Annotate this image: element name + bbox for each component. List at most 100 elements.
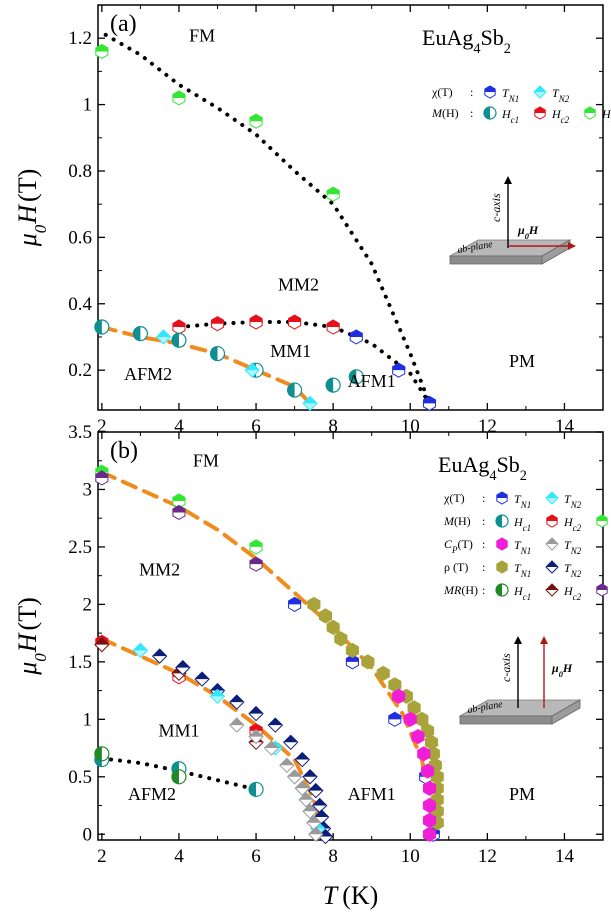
plot-frame	[97, 431, 604, 841]
x-tick-label: 10	[401, 846, 420, 867]
field-label: μ0H	[517, 223, 539, 241]
legend-entry-label: TN1	[502, 86, 519, 104]
data-point-diamond-gray	[229, 717, 245, 733]
legend-entry-label: TN1	[514, 492, 531, 510]
x-tick-label: 8	[328, 416, 338, 437]
x-tick-label: 2	[97, 416, 107, 437]
data-point-hex-magenta	[392, 688, 406, 704]
data-point-diamond-gray	[302, 803, 318, 819]
data-point-hex-red	[249, 314, 263, 330]
legend-method: CP(T)	[444, 537, 473, 555]
data-point-hex-magenta	[411, 728, 425, 745]
data-point-circle-darkgreen	[171, 769, 187, 785]
data-point-hex-red	[172, 319, 186, 335]
data-point-hex-olive	[407, 700, 421, 716]
legend-entry-label: Hc1	[501, 107, 519, 125]
orange-dashed-guide	[99, 636, 324, 837]
region-label: PM	[509, 784, 535, 804]
data-point-hex-green	[249, 113, 263, 129]
data-point-hex-red	[210, 316, 225, 332]
legend-marker-hex-green	[596, 514, 608, 528]
y-tick-label: 1.2	[68, 28, 92, 49]
y-axis-label: μ0H(T)	[13, 597, 50, 676]
y-tick-label: 0.2	[68, 360, 92, 381]
legend-colon: :	[482, 491, 485, 505]
data-point-diamond-navy	[267, 717, 284, 733]
data-point-hex-olive	[361, 654, 375, 670]
legend-marker-hex-olive	[496, 560, 508, 574]
data-point-diamond-cyan	[244, 362, 260, 378]
legend-entry-label: Hc2	[563, 515, 582, 533]
data-point-diamond-cyan	[302, 395, 318, 412]
y-tick-label: 0.8	[68, 161, 92, 182]
legend-method: χ(T)	[431, 85, 453, 99]
y-tick-label: 1	[83, 709, 93, 730]
orange-dashed-guide	[99, 470, 436, 837]
x-tick-label: 4	[174, 846, 184, 867]
data-point-diamond-gray	[248, 728, 264, 745]
data-point-diamond-cyan	[155, 329, 172, 345]
data-point-hex-purple	[172, 504, 186, 521]
data-point-hex-olive	[334, 631, 348, 647]
black-dotted-guide	[103, 32, 432, 406]
region-label: MM1	[158, 721, 199, 741]
x-tick-label: 6	[251, 846, 261, 867]
ab-plane-slab-side	[551, 699, 581, 725]
y-tick-label: 0.5	[68, 767, 92, 788]
region-label: MM1	[270, 341, 311, 361]
y-tick-label: 1	[83, 95, 93, 116]
data-point-diamond-gray	[286, 769, 303, 785]
region-label: AFM1	[348, 784, 396, 804]
y-tick-label: 3	[83, 479, 93, 500]
y-tick-label: 1.5	[68, 652, 92, 673]
region-label: AFM1	[348, 371, 396, 391]
legend-entry-label: TN2	[552, 86, 570, 104]
region-label: AFM2	[128, 784, 176, 804]
data-point-diamond-navy	[294, 751, 311, 768]
region-label: FM	[193, 450, 219, 470]
data-point-circle-teal	[171, 332, 187, 348]
y-axis-label: μ0H(T)	[13, 169, 50, 248]
data-point-diamond-navy	[194, 671, 210, 687]
legend-colon: :	[482, 537, 485, 551]
region-label: PM	[509, 351, 535, 371]
legend-marker-diamond-gray	[545, 537, 559, 551]
legend-entry-label: TN2	[564, 492, 582, 510]
data-point-hex-magenta	[421, 763, 435, 779]
legend-marker-circle-darkgreen	[495, 583, 509, 597]
data-point-diamond-cyan	[209, 688, 226, 705]
y-tick-label: 0.6	[68, 227, 92, 248]
legend-colon: :	[470, 85, 473, 99]
legend-method: ρ (T)	[444, 560, 468, 574]
legend-entry-label: TN2	[564, 538, 582, 556]
legend-method: χ(T)	[443, 491, 465, 505]
data-point-hex-magenta	[417, 746, 431, 762]
y-tick-label: 0.4	[68, 294, 92, 315]
data-point-hex-green	[326, 186, 340, 202]
y-tick-label: 2	[83, 594, 93, 615]
data-point-hex-blue	[349, 329, 363, 345]
data-point-hex-blue	[345, 654, 359, 670]
data-point-diamond-gray	[298, 792, 314, 808]
legend-marker-diamond-maroon	[545, 583, 559, 597]
legend-marker-hex-red	[546, 514, 558, 528]
legend-colon: :	[482, 583, 485, 597]
ab-plane-slab-edge	[459, 715, 553, 725]
data-point-hex-purple	[95, 470, 109, 486]
legend-method: MR(H)	[443, 583, 478, 597]
data-point-hex-olive	[415, 711, 429, 727]
x-axis-label: T (K)	[323, 881, 379, 910]
region-label: FM	[189, 26, 215, 46]
panel-label: (a)	[110, 11, 137, 37]
panel-b: 2 4 6 8 10 12 14 0 0.5 1 1.5 2 2.5 3 3.5 FM MM2 MM1 AFM2 AF…	[13, 422, 608, 910]
compound-label: EuAg4Sb2	[422, 25, 511, 57]
data-point-diamond-cyan	[132, 642, 149, 659]
region-label: AFM2	[124, 364, 172, 384]
data-point-hex-olive	[424, 734, 439, 750]
legend-entry-label: Hc2	[563, 584, 582, 602]
